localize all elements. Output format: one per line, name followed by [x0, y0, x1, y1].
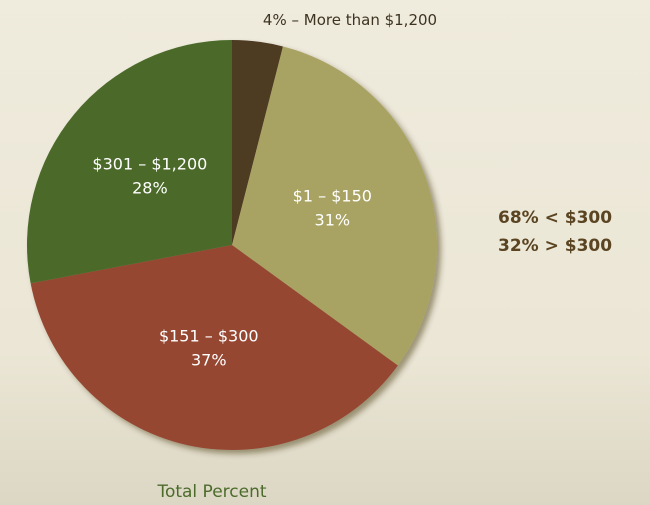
value-label: 31% — [315, 210, 351, 229]
note: 32% > $300 — [498, 236, 612, 256]
separator: – — [292, 11, 300, 29]
category-label: More than $1,200 — [304, 11, 437, 29]
note: 68% < $300 — [498, 208, 612, 228]
pie-slice — [232, 40, 283, 245]
pie-slice — [26, 40, 233, 284]
category-label: $301 – $1,200 — [92, 155, 207, 174]
category-label: $151 – $300 — [159, 327, 259, 346]
category-label: $1 – $150 — [293, 186, 372, 205]
slice-label: 4% – More than $1,200 — [263, 11, 437, 29]
value-label: 37% — [191, 351, 227, 370]
pie-slice — [232, 46, 437, 366]
value-label: 4% — [263, 11, 287, 29]
chart-title: Total Percent — [156, 482, 266, 502]
pie-slice — [30, 245, 398, 450]
pie — [26, 40, 437, 450]
value-label: 28% — [132, 179, 168, 198]
